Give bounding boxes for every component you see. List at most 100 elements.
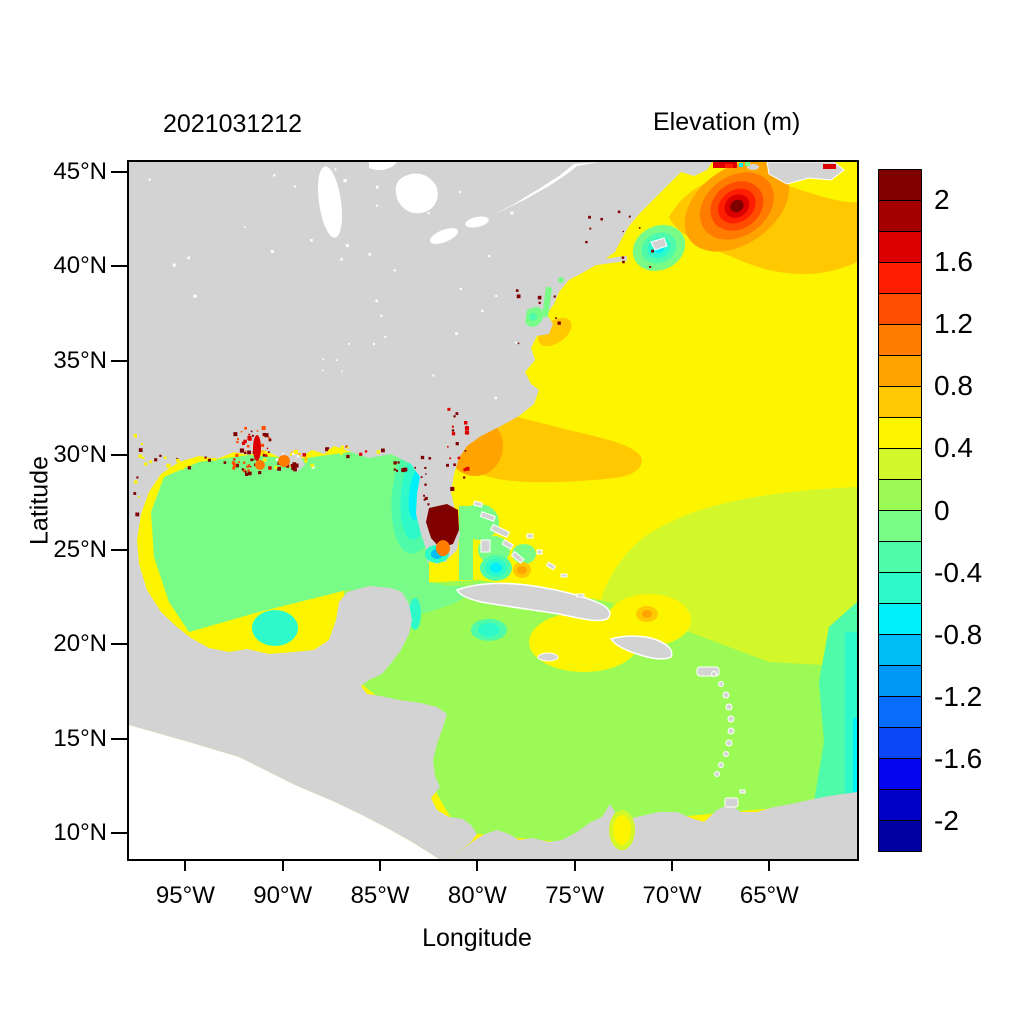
- colorbar-segment: [879, 231, 921, 262]
- delaware-bay-green: [558, 277, 564, 283]
- lesser-antilles-islands: [711, 671, 746, 808]
- colorbar-segment: [879, 789, 921, 820]
- y-tick-mark: [111, 832, 127, 834]
- y-tick-mark: [111, 454, 127, 457]
- colorbar-segment: [879, 572, 921, 603]
- south-america-land: [451, 792, 857, 859]
- hotspot-layer-over: [424, 540, 636, 851]
- x-tick-mark: [281, 859, 284, 871]
- colorbar-segment: [879, 665, 921, 696]
- map-plot-area: [127, 160, 859, 861]
- y-tick-mark: [111, 359, 127, 362]
- x-tick-mark: [671, 859, 674, 871]
- land-layer: [129, 162, 857, 859]
- delta-orange-spot-1: [255, 460, 265, 470]
- speckles-big-bend-coast: [393, 455, 432, 473]
- colorbar-segment: [879, 758, 921, 789]
- speckles-alabama-panhandle-coast: [293, 445, 385, 459]
- hotspot-cuba-south-low: [470, 618, 507, 641]
- st-lawrence-river: [489, 162, 599, 217]
- y-tick-label: 10°N: [53, 819, 107, 846]
- colorbar-segment: [879, 417, 921, 448]
- north-america-land: [129, 162, 712, 859]
- lake-michigan: [318, 166, 342, 238]
- lake-erie: [429, 228, 459, 244]
- florida-strait-green: [459, 506, 473, 580]
- colorbar-segment: [879, 696, 921, 727]
- x-tick-mark: [476, 859, 479, 871]
- x-tick-label: 80°W: [447, 882, 507, 909]
- y-tick-label: 45°N: [53, 157, 107, 185]
- colorbar-segment: [879, 355, 921, 386]
- cuba-land: [456, 582, 611, 622]
- overland-features: [253, 162, 836, 548]
- hotspot-bahamas-low-spot: [479, 554, 512, 581]
- colorbar-segment: [879, 386, 921, 417]
- colorbar-tick-label: 1.6: [934, 246, 973, 278]
- colorbar-tick-label: 0: [934, 494, 950, 526]
- lake-ontario: [465, 216, 489, 228]
- colorbar-tick-label: 0.8: [934, 370, 973, 402]
- colorbar-tick-label: -2: [934, 804, 959, 836]
- colorbar-segment: [879, 324, 921, 355]
- plot-title-date: 2021031212: [163, 110, 303, 138]
- speckles-georgia-coast: [446, 407, 470, 492]
- colorbar-segment: [879, 448, 921, 479]
- speckles-inland-lakes-south: [322, 309, 518, 400]
- colorbar-segment: [879, 727, 921, 758]
- y-tick-mark: [111, 548, 127, 551]
- x-tick-label: 90°W: [253, 882, 313, 909]
- gulf-stlawrence-red-dash: [823, 164, 836, 169]
- colorbar-segment: [879, 200, 921, 231]
- colorbar-segment: [879, 541, 921, 572]
- speckles-texas-coast: [144, 454, 227, 470]
- long-island-land: [594, 255, 628, 266]
- se-corner-cyan: [853, 718, 857, 794]
- colorbar-tick-label: -1.6: [934, 742, 983, 774]
- south-florida-maroon-cells: [426, 504, 459, 548]
- hotspot-maracaibo-high: [609, 810, 636, 851]
- y-tick-mark: [111, 265, 127, 268]
- x-tick-label: 70°W: [642, 882, 702, 909]
- hotspot-everglades-orange-spot: [435, 540, 450, 557]
- colorbar-segment: [879, 510, 921, 541]
- x-tick-mark: [184, 859, 187, 871]
- delta-red-streak: [253, 435, 261, 461]
- fundy-north-green-speck: [745, 162, 750, 166]
- colorbar-segment: [879, 634, 921, 665]
- colorbar-segment: [879, 170, 921, 200]
- colorbar: [878, 169, 922, 852]
- y-tick-label: 20°N: [53, 630, 107, 658]
- colorbar-segment: [879, 293, 921, 324]
- trinidad-land: [724, 797, 739, 808]
- x-tick-label: 85°W: [350, 882, 410, 909]
- hotspot-bahamas-high-spot: [513, 562, 532, 578]
- speckles-northeast-coast: [585, 210, 654, 268]
- fundy-north-cyan-speck: [739, 163, 743, 167]
- colorbar-title: Elevation (m): [653, 108, 801, 136]
- hotspot-yucatan-channel-low: [408, 598, 421, 631]
- colorbar-segment: [879, 262, 921, 293]
- speckles-inland-lakes-west: [148, 168, 514, 317]
- elevation-map: [129, 162, 857, 859]
- cape-cod-hook: [650, 237, 668, 251]
- jamaica-land: [537, 652, 559, 662]
- x-tick-mark: [573, 859, 576, 871]
- delta-orange-spot-2: [278, 455, 290, 467]
- x-tick-label: 75°W: [545, 882, 605, 909]
- x-axis-title: Longitude: [422, 924, 532, 952]
- caribbean-green-field: [344, 580, 857, 842]
- bahamas-islands: [473, 500, 585, 598]
- colorbar-tick-label: 1.2: [934, 308, 973, 340]
- lake-superior: [369, 162, 397, 170]
- hotspot-bay-of-fundy-peak: [684, 162, 790, 252]
- colorbar-tick-label: -0.4: [934, 556, 983, 588]
- y-tick-label: 25°N: [53, 535, 107, 563]
- hotspot-campeche-coast-low: [251, 609, 298, 646]
- x-tick-label: 65°W: [739, 882, 799, 909]
- y-tick-mark: [111, 737, 127, 740]
- speckles-mexico-lagoon-coast: [133, 434, 145, 517]
- colorbar-tick-label: -1.2: [934, 680, 983, 712]
- x-tick-mark: [379, 859, 382, 871]
